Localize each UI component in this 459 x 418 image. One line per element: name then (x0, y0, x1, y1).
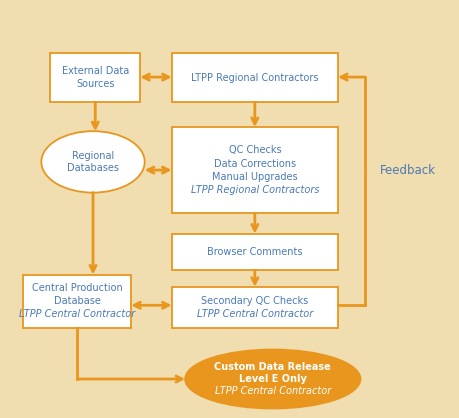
Text: LTPP Regional Contractors: LTPP Regional Contractors (191, 73, 319, 83)
Text: Databases: Databases (67, 163, 119, 173)
Text: Browser Comments: Browser Comments (207, 247, 302, 257)
Text: Regional: Regional (72, 151, 114, 161)
Text: Level E Only: Level E Only (239, 374, 307, 384)
Ellipse shape (41, 131, 145, 193)
Ellipse shape (185, 349, 360, 408)
Text: QC Checks: QC Checks (229, 145, 281, 155)
Text: Data Corrections: Data Corrections (214, 158, 296, 168)
Text: Secondary QC Checks: Secondary QC Checks (201, 296, 308, 306)
Text: Sources: Sources (76, 79, 114, 89)
Text: LTPP Central Contractor: LTPP Central Contractor (19, 309, 135, 319)
Text: Database: Database (54, 296, 101, 306)
Text: External Data: External Data (62, 66, 129, 76)
FancyBboxPatch shape (23, 275, 131, 328)
Text: LTPP Central Contractor: LTPP Central Contractor (197, 309, 313, 319)
Text: Central Production: Central Production (32, 283, 123, 293)
FancyBboxPatch shape (172, 234, 338, 270)
Text: Feedback: Feedback (380, 163, 436, 176)
Text: Manual Upgrades: Manual Upgrades (212, 172, 297, 182)
FancyBboxPatch shape (50, 54, 140, 102)
FancyBboxPatch shape (172, 287, 338, 328)
FancyBboxPatch shape (172, 127, 338, 213)
Text: Custom Data Release: Custom Data Release (214, 362, 331, 372)
FancyBboxPatch shape (172, 54, 338, 102)
Text: LTPP Regional Contractors: LTPP Regional Contractors (190, 185, 319, 195)
Text: LTPP Central Contractor: LTPP Central Contractor (215, 386, 331, 396)
